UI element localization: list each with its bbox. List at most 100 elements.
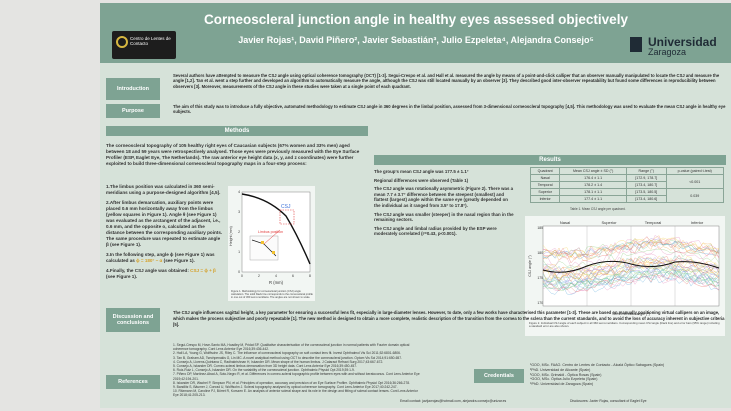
credentials-list: ¹GOO, MSc. FAAO. Centro de Lentes de Con… (530, 363, 730, 387)
fig1-limbus-box (279, 209, 295, 225)
table-cell: Inferior (529, 195, 561, 203)
results-bullet-2: Regional differences were observed (Tabl… (374, 177, 469, 183)
fig2-subject-line (542, 241, 720, 264)
fig2-sector-label-nasal: Nasal (560, 220, 570, 225)
reference-item: 3. Tan B, Graham AD, Tsechpenakis G, Lin… (173, 355, 403, 360)
fig2-subject-line (542, 235, 720, 257)
fig2-subject-line (542, 275, 720, 295)
table-cell: 0.039 (665, 188, 725, 203)
fig1-ytick: 2 (238, 230, 240, 234)
fig1-xtick: 0 (241, 274, 243, 278)
table-1-caption: Table 1. Mean CSJ angle per quadrant. (570, 207, 626, 211)
credentials-label: Credentials (474, 369, 524, 383)
fig2-subject-line (542, 263, 720, 283)
results-bullet-5: The CSJ angle and limbal radius provided… (374, 225, 497, 237)
discussion-text: The CSJ angle influences sagittal height… (173, 310, 725, 327)
reference-item: 10. Ritzmann M, Caroline PJ, Börret R, K… (173, 389, 418, 398)
table-cell: [173.4, 180.6] (625, 195, 667, 203)
poster-header: Centro de Lentes de Contacto Corneoscler… (100, 3, 731, 63)
results-bullet-1: The group's mean CSJ angle was 177.5 ± 1… (374, 169, 469, 174)
methods-steps: 1.The limbus position was calculated in … (106, 184, 224, 284)
figure-1-plot: CSJ Limbus position Height (mm) R (mm) 0… (229, 190, 311, 285)
fig2-subject-line (542, 237, 720, 258)
methods-step-4: 4.Finally, the CSJ angle was obtained: C… (106, 268, 224, 280)
table-cell: 177.4 ± 1.1 (559, 195, 627, 203)
fig2-subject-line (542, 248, 720, 269)
discussion-label: Discussion and conclusions (106, 308, 160, 332)
figure-1-caption: Figure 1. Methodology for corneoscleral … (231, 290, 313, 299)
fig2-ytick: 185 (537, 226, 543, 230)
table-cell: [173.4, 180.7] (625, 181, 667, 189)
figure-2: Nasal Superior Temporal Inferior 185 180… (525, 216, 725, 336)
methods-step-3-text: 3.In the following step, angle ϕ (see Fi… (106, 252, 215, 263)
fig2-subject-line (542, 263, 720, 285)
methods-step-2: 2.After limbus demarcation, auxiliary po… (106, 200, 223, 247)
methods-step-1: 1.The limbus position was calculated in … (106, 184, 221, 195)
table-header-cell: Mean CSJ angle ± SD (°) (559, 167, 627, 175)
methods-intro: The corneoscleral topography of 105 heal… (106, 143, 364, 171)
fig2-subject-line (542, 272, 720, 292)
poster-authors: Javier Rojas¹, David Piñero², Javier Seb… (238, 35, 594, 45)
purpose-text: The aim of this study was to introduce a… (173, 104, 726, 115)
methods-step-3: 3.In the following step, angle ϕ (see Fi… (106, 252, 224, 264)
reference-item: 1. Segui-Crespo M, Hove-Santo MA, Hoadle… (173, 343, 410, 352)
fig1-csj-label: CSJ (281, 204, 291, 210)
methods-intro-text: The corneoscleral topography of 105 heal… (106, 143, 360, 166)
table-cell: Temporal (529, 181, 561, 189)
fig1-xtick: 8 (309, 274, 311, 278)
table-row: Inferior 177.4 ± 1.1 [173.4, 180.6] (529, 195, 724, 203)
results-bullets: The group's mean CSJ angle was 177.5 ± 1… (374, 169, 514, 240)
table-row: Nasal 176.4 ± 1.1 [172.9, 178.7] <0.001 (529, 174, 725, 189)
fig2-subject-line (542, 270, 720, 290)
fig1-ytick: 4 (238, 190, 240, 194)
references-list: 1. Segui-Crespo M, Hove-Santo MA, Hoadle… (173, 343, 423, 398)
logo-ring-icon (116, 36, 128, 48)
table-header-cell: p-value (paired t-test) (665, 167, 725, 175)
figure-1: CSJ Limbus position Height (mm) R (mm) 0… (228, 186, 315, 301)
table-cell: <0.001 (665, 174, 725, 189)
fig2-sector-label-inferior: Inferior (691, 220, 704, 225)
fig2-subject-line (542, 239, 720, 261)
logo-text: Centro de Lentes de Contacto (130, 36, 171, 46)
fig1-ytick: 3 (238, 210, 240, 214)
results-table-header-row: Quadrant Mean CSJ angle ± SD (°) Range (… (529, 167, 725, 175)
fig2-ylabel: CSJ angle (°) (528, 255, 532, 276)
fig2-ytick: 180 (537, 251, 543, 255)
fig2-subject-line (542, 265, 720, 287)
reference-item: 2. Hall LA, Young G, Wolffsohn JS, Riley… (173, 351, 401, 356)
fig1-xlabel: R (mm) (269, 280, 284, 285)
fig1-connector-line (263, 229, 281, 245)
fig2-subject-line (542, 269, 720, 291)
university-name-line2: Zaragoza (648, 47, 687, 57)
credential-item: ³GOO, MSc. Grimaldi - Óptica Rosas (Spai… (530, 372, 602, 377)
fig1-ylabel: Height (mm) (229, 226, 233, 246)
introduction-text: Several authors have attempted to measur… (173, 73, 720, 89)
purpose-label: Purpose (106, 104, 160, 118)
fig2-mean-line (542, 260, 720, 273)
poster-title: Corneoscleral junction angle in healthy … (204, 12, 628, 27)
methods-header: Methods (106, 126, 368, 136)
reference-item: 6. Ruiz-Ruiz L, Consejo A, Iskander DR. … (173, 368, 355, 373)
fig1-xtick: 6 (292, 274, 294, 278)
fig2-sector-label-superior: Superior (601, 220, 617, 225)
table-cell: [172.9, 178.7] (625, 174, 667, 182)
fig1-x-ticks: 0 2 4 6 8 (241, 274, 311, 278)
fig2-subject-lines (542, 235, 720, 295)
fig2-subject-line (542, 246, 720, 268)
fig1-aux-point (272, 251, 275, 254)
fig2-subject-line (542, 262, 720, 282)
university-name-line1: Universidad (648, 35, 717, 49)
reference-item: 8. Iskander DR, Wachel P, Simpson PN, et… (173, 380, 410, 385)
fig1-ytick: 1 (238, 250, 240, 254)
table-header-cell: Quadrant (529, 167, 561, 175)
methods-step-4-tail: (see Figure 1). (106, 274, 138, 279)
fig2-ytick: 175 (537, 276, 543, 280)
results-table: Quadrant Mean CSJ angle ± SD (°) Range (… (529, 167, 725, 203)
results-header: Results (374, 155, 726, 165)
fig1-ytick: 0 (238, 270, 240, 274)
results-bullet-4: The CSJ angle was smaller (steeper) in t… (374, 211, 514, 223)
fig2-subject-line (542, 273, 720, 294)
table-cell: Superior (529, 188, 561, 196)
table-cell: 178.2 ± 1.4 (559, 181, 627, 189)
fig1-inset (249, 235, 279, 261)
